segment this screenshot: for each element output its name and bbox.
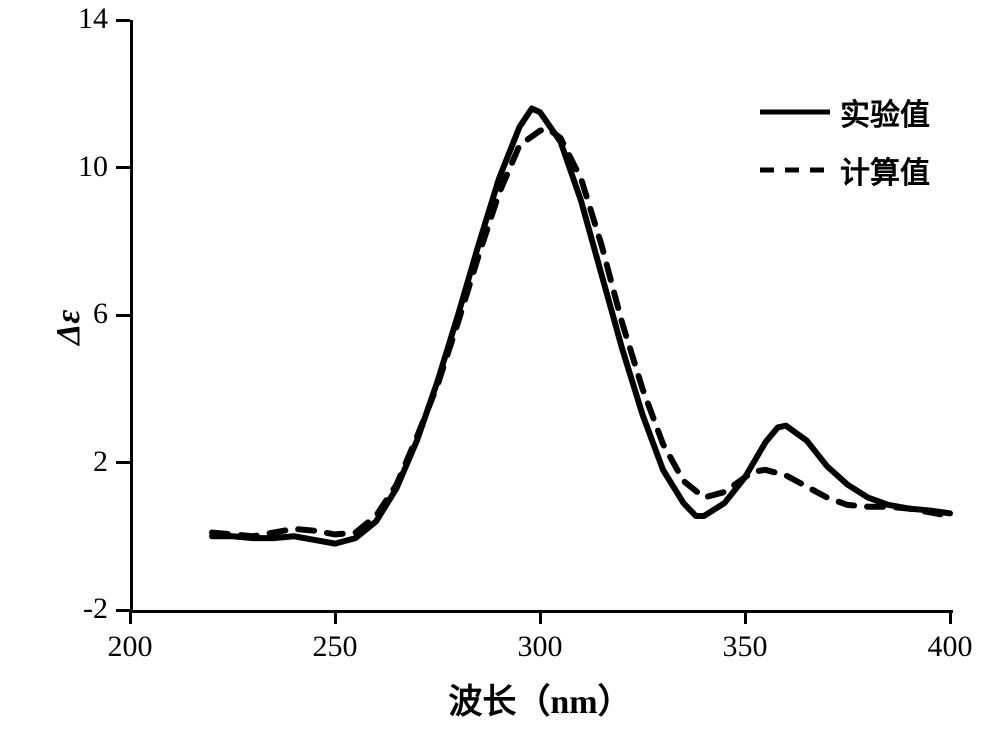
x-tick: [949, 610, 952, 624]
y-tick-label: 6: [93, 297, 108, 331]
x-tick-label: 200: [90, 630, 170, 664]
x-tick-label: 300: [500, 630, 580, 664]
x-tick: [744, 610, 747, 624]
x-axis-label: 波长（nm）: [420, 674, 660, 723]
legend-label-calc: 计算值: [840, 148, 930, 192]
y-tick: [116, 609, 130, 612]
legend-item-calc: 计算值: [760, 148, 930, 192]
x-tick-label: 350: [705, 630, 785, 664]
y-tick-label: 14: [78, 2, 108, 36]
legend-swatch-exp-svg: [760, 102, 830, 122]
y-tick: [116, 19, 130, 22]
x-tick: [539, 610, 542, 624]
x-tick-label: 400: [910, 630, 990, 664]
y-tick: [116, 461, 130, 464]
legend: 实验值 计算值: [760, 90, 930, 192]
ecd-spectrum-chart: Δε 波长（nm） 实验值 计算值 200 250 300 350 400 -2 2 6 10 1…: [0, 0, 1000, 731]
y-axis-label: Δε: [50, 310, 88, 345]
y-tick-label: 2: [93, 445, 108, 479]
legend-swatch-calc: [760, 160, 830, 180]
x-tick: [334, 610, 337, 624]
y-tick: [116, 314, 130, 317]
legend-swatch-exp: [760, 102, 830, 122]
y-tick-label: -2: [83, 592, 108, 626]
legend-swatch-calc-svg: [760, 160, 830, 180]
x-tick-label: 250: [295, 630, 375, 664]
legend-label-exp: 实验值: [840, 90, 930, 134]
x-tick: [129, 610, 132, 624]
y-tick-label: 10: [78, 150, 108, 184]
legend-item-exp: 实验值: [760, 90, 930, 134]
y-tick: [116, 166, 130, 169]
